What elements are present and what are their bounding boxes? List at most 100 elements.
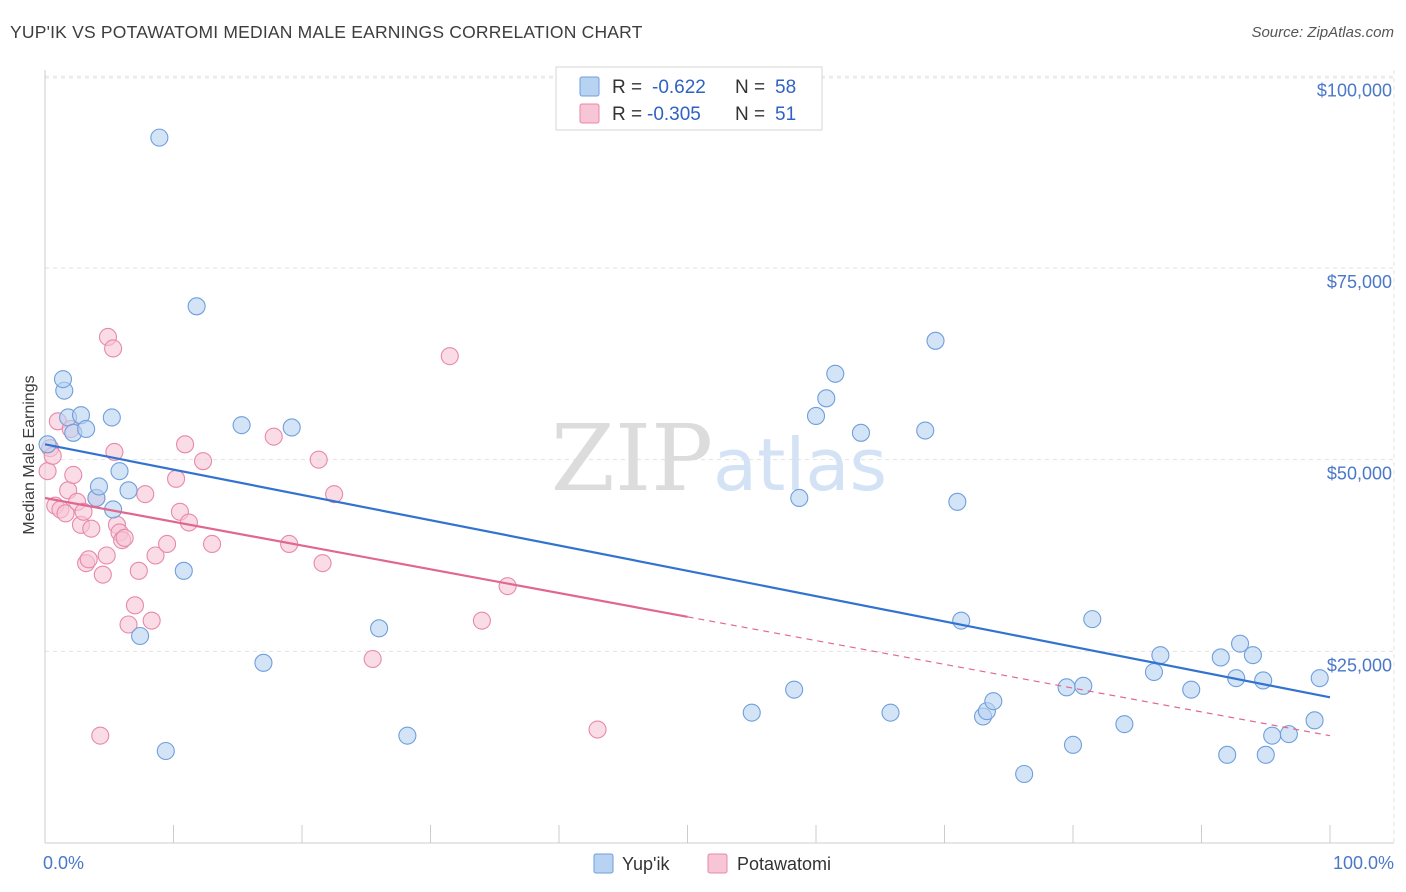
yupik-point-28 [826,364,845,383]
yupik-point-53 [1256,745,1275,764]
yupik-point-15 [156,741,175,761]
series-legend: Yup'ik Potawatomi [593,853,831,874]
yupik-point-57 [1310,669,1329,688]
yupik-point-2 [53,370,73,389]
series-legend-label-yupik: Yup'ik [622,854,670,874]
series-legend-label-potawatomi: Potawatomi [737,854,831,874]
yupik-point-48 [1218,745,1237,764]
y-tick-labels: $25,000 $50,000 $75,000 $100,000 [1317,80,1392,675]
y-axis-label: Median Male Earnings [21,375,38,534]
y-tick-label-3: $100,000 [1317,80,1392,100]
yupik-point-43 [1115,715,1134,734]
potawatomi-point-14 [79,550,98,569]
yupik-point-21 [370,619,389,638]
y-tick-label-2: $75,000 [1327,272,1392,292]
potawatomi-point-39 [203,534,222,554]
y-tick-label-1: $50,000 [1327,464,1392,484]
yupik-point-32 [926,331,945,350]
yupik-point-23 [742,703,761,722]
yupik-point-31 [916,421,935,440]
potawatomi-point-36 [176,435,195,454]
x-tick-labels: 0.0% 100.0% [43,853,1394,873]
yupik-point-33 [948,492,967,511]
watermark: ZIP atlas [551,405,887,512]
potawatomi-point-45 [363,649,382,669]
potawatomi-point-47 [472,611,491,630]
yupik-point-25 [790,488,809,508]
legend-n-value-potawatomi: 51 [775,104,796,125]
potawatomi-point-49 [588,720,607,739]
potawatomi-point-42 [309,450,328,469]
x-tick-label-1: 100.0% [1333,853,1394,873]
yupik-point-9 [102,408,121,427]
yupik-point-27 [817,389,836,408]
y-axis-label-group: Median Male Earnings [21,375,38,534]
yupik-point-18 [232,416,251,435]
yupik-point-13 [131,626,150,646]
yupik-point-24 [785,680,804,699]
potawatomi-point-43 [313,554,332,573]
potawatomi-point-6 [56,504,75,523]
legend-n-label-potawatomi: N = [735,104,765,125]
potawatomi-point-32 [146,546,165,565]
legend-swatch-yupik [579,76,600,97]
yupik-point-30 [881,703,900,722]
yupik-point-47 [1211,648,1230,667]
yupik-point-50 [1231,634,1250,653]
legend-r-label-yupik: R = [612,77,642,98]
potawatomi-point-33 [158,534,177,554]
yupik-point-45 [1151,646,1170,665]
potawatomi-point-15 [82,519,101,538]
potawatomi-point-29 [129,561,148,580]
yupik-point-6 [77,419,96,439]
yupik-point-41 [1074,676,1093,695]
stats-legend-box [555,66,823,131]
legend-n-label-yupik: N = [735,77,765,98]
legend-n-value-yupik: 58 [775,77,796,98]
yupik-point-55 [1279,725,1298,744]
potawatomi-point-27 [119,615,138,634]
series-legend-swatch-potawatomi [707,853,728,874]
potawatomi-point-31 [142,611,161,630]
potawatomi-point-48 [498,577,517,596]
legend-r-label-potawatomi: R = [612,104,642,125]
yupik-point-56 [1305,711,1324,730]
yupik-point-12 [119,481,138,500]
yupik-point-16 [174,561,193,580]
yupik-point-11 [110,462,129,481]
yupik-point-17 [187,297,206,316]
potawatomi-point-28 [125,596,144,615]
yupik-point-26 [806,406,826,425]
potawatomi-point-9 [64,465,83,485]
potawatomi-point-19 [97,546,116,565]
potawatomi-point-18 [93,565,112,584]
yupik-point-14 [150,128,169,147]
potawatomi-trend-line [44,496,688,618]
trend-lines [44,443,1331,737]
yupik-point-19 [254,653,273,672]
potawatomi-point-17 [91,726,110,745]
yupik-point-20 [282,418,301,437]
y-tick-label-0: $25,000 [1327,655,1392,675]
potawatomi-point-30 [136,485,155,504]
yupik-point-42 [1083,610,1102,629]
legend-r-value-yupik: -0.622 [652,77,706,98]
legend-swatch-potawatomi [579,103,600,124]
yupik-point-54 [1263,726,1282,745]
yupik-point-44 [1144,662,1164,682]
potawatomi-point-40 [264,427,283,446]
yupik-trend-line [44,443,1331,699]
stats-legend: R = -0.622 N = 58 R = -0.305 N = 51 [555,66,823,131]
yupik-point-38 [1015,764,1034,784]
potawatomi-points [38,327,607,745]
potawatomi-point-44 [325,485,344,504]
potawatomi-point-38 [194,452,213,471]
source-label: Source: ZipAtlas.com [1251,24,1394,41]
yupik-point-37 [984,692,1003,711]
legend-r-value-potawatomi: -0.305 [647,104,701,125]
potawatomi-point-26 [115,528,134,547]
yupik-point-46 [1182,680,1201,699]
potawatomi-point-46 [440,347,459,366]
series-legend-swatch-yupik [593,853,614,874]
potawatomi-trend-extension [687,616,1331,737]
